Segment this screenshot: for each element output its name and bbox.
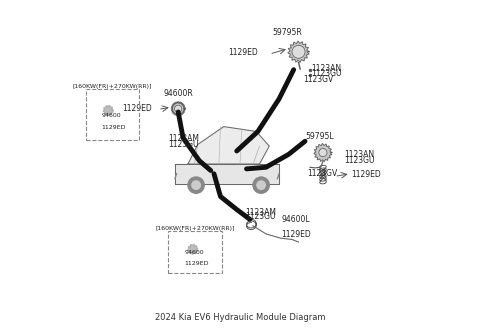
Text: 1123AN: 1123AN [344, 151, 374, 159]
Text: 1129ED: 1129ED [228, 48, 258, 57]
Text: 1129ED: 1129ED [122, 104, 152, 113]
Text: 94600: 94600 [185, 250, 204, 255]
Text: 59795R: 59795R [272, 28, 302, 37]
Text: [160KW(FR)+270KW(RR)]: [160KW(FR)+270KW(RR)] [73, 84, 152, 89]
Text: 1123GV: 1123GV [303, 75, 334, 84]
Text: [160KW(FR)+270KW(RR)]: [160KW(FR)+270KW(RR)] [156, 226, 235, 231]
Text: 1129ED: 1129ED [351, 170, 381, 179]
Circle shape [292, 45, 305, 58]
Text: 1129ED: 1129ED [101, 125, 126, 130]
Text: 94600: 94600 [101, 113, 121, 118]
Polygon shape [188, 127, 269, 164]
Text: 1123AN: 1123AN [312, 64, 342, 72]
Polygon shape [103, 105, 113, 115]
Text: 2024 Kia EV6 Hydraulic Module Diagram: 2024 Kia EV6 Hydraulic Module Diagram [155, 313, 325, 322]
Circle shape [188, 177, 204, 193]
Circle shape [253, 177, 269, 193]
Text: 94600R: 94600R [163, 89, 193, 98]
Polygon shape [288, 41, 309, 62]
Text: 1129ED: 1129ED [282, 230, 312, 239]
Polygon shape [175, 164, 279, 183]
Polygon shape [314, 144, 332, 162]
Polygon shape [188, 244, 198, 255]
Text: 1123GU: 1123GU [245, 212, 276, 221]
Circle shape [175, 105, 182, 112]
Text: 1123GU: 1123GU [344, 156, 374, 165]
Text: 1129ED: 1129ED [185, 261, 209, 266]
Text: 94600L: 94600L [282, 215, 310, 224]
Text: 1123GU: 1123GU [168, 140, 198, 149]
Text: 1123AM: 1123AM [168, 134, 199, 143]
Circle shape [257, 181, 265, 189]
Text: 1123GU: 1123GU [312, 69, 342, 78]
Text: 1123GV: 1123GV [308, 169, 338, 177]
Circle shape [192, 181, 200, 189]
Text: 1123AM: 1123AM [245, 208, 276, 217]
Polygon shape [171, 102, 185, 116]
Text: 59795L: 59795L [305, 132, 334, 141]
Circle shape [319, 149, 327, 157]
